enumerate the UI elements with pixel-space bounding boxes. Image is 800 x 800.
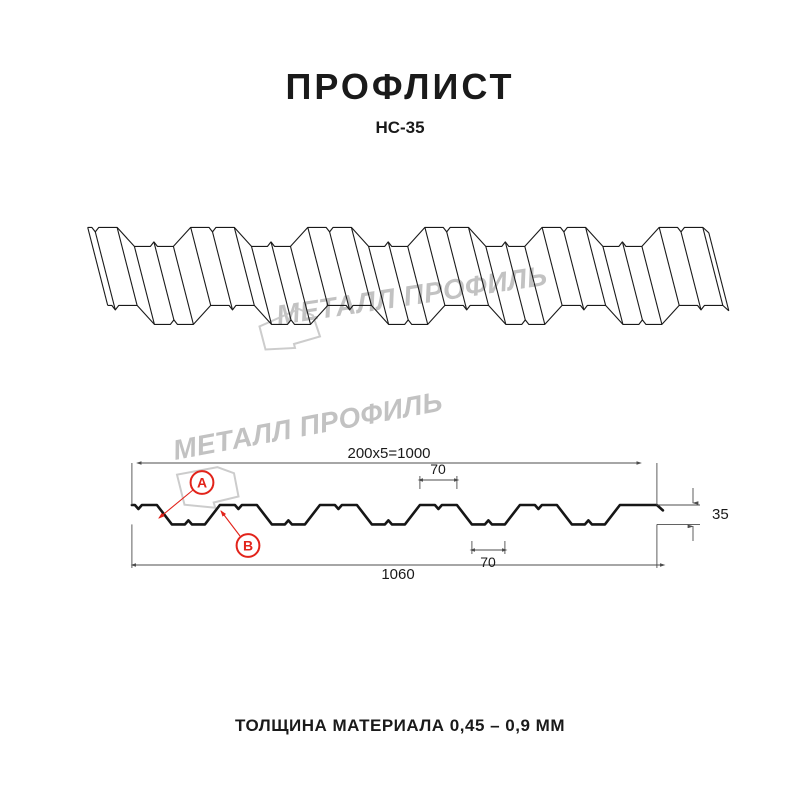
svg-text:200x5=1000: 200x5=1000 — [348, 445, 431, 462]
svg-text:A: A — [197, 475, 207, 491]
svg-text:B: B — [243, 538, 253, 554]
svg-text:35: 35 — [712, 506, 729, 523]
svg-text:1060: 1060 — [381, 566, 414, 583]
svg-text:70: 70 — [430, 461, 446, 477]
svg-text:70: 70 — [480, 554, 496, 570]
